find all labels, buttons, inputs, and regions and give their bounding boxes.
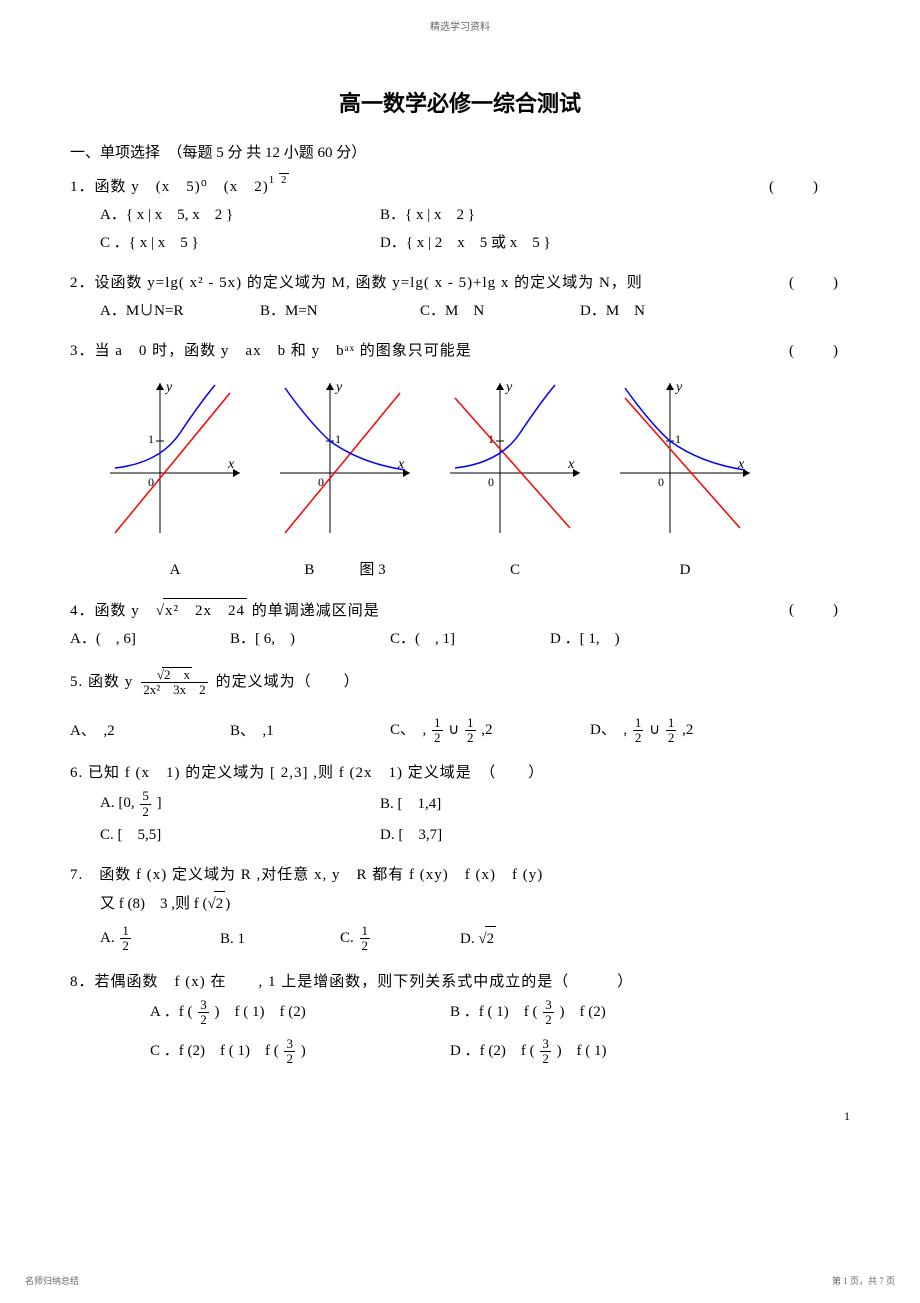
q2-optB: B．M=N <box>260 299 420 323</box>
svg-text:1: 1 <box>148 432 154 446</box>
q2-optD: D．M N <box>580 299 740 323</box>
svg-text:1: 1 <box>675 432 681 446</box>
q6-optD: D. [ 3,7] <box>380 823 660 847</box>
q6-optA: A. [0, 52 ] <box>100 789 380 819</box>
q5-optC: C、 , 12 ∪ 12 ,2 <box>390 716 590 746</box>
svg-text:y: y <box>504 380 513 395</box>
q4-optD: D ．[ 1, ) <box>550 627 710 651</box>
q7-optA: A. 12 <box>100 924 220 954</box>
q6-optB: B. [ 1,4] <box>380 792 660 816</box>
q4-optC: C．( , 1] <box>390 627 550 651</box>
answer-paren: ( ) <box>789 339 850 363</box>
q1-optD: D．{ x | 2 x 5 或 x 5 } <box>380 231 660 255</box>
q2-stem: 2．设函数 y=lg( x² - 5x) 的定义域为 M, 函数 y=lg( x… <box>70 271 643 295</box>
q7-optD: D. √2 <box>460 926 580 951</box>
question-3: 3．当 a 0 时，函数 y ax b 和 y bᵃˣ 的图象只可能是 ( ) … <box>70 339 850 582</box>
svg-text:y: y <box>674 380 683 395</box>
q6-stem: 6. 已知 f (x 1) 的定义域为 [ 2,3] ,则 f (2x 1) 定… <box>70 761 544 785</box>
q2-optC: C．M N <box>420 299 580 323</box>
q1-optA: A．{ x | x 5, x 2 } <box>100 203 380 227</box>
q8-optD: D ．f (2) f ( 32 ) f ( 1) <box>450 1037 607 1067</box>
svg-text:x: x <box>567 457 575 472</box>
plot-A: x y 0 1 <box>100 373 250 543</box>
svg-text:y: y <box>334 380 343 395</box>
q1-optC: C ．{ x | x 5 } <box>100 231 380 255</box>
answer-paren: ( ) <box>789 271 850 295</box>
q1-stem: 1．函数 y (x 5)⁰ (x 2) <box>70 175 269 199</box>
svg-text:0: 0 <box>488 475 494 489</box>
footer-left: 名师归纳总结 <box>25 1274 79 1288</box>
q5-optA: A、 ,2 <box>70 719 230 743</box>
q5-optD: D、 , 12 ∪ 12 ,2 <box>590 716 790 746</box>
footer-right: 第 1 页，共 7 页 <box>832 1274 895 1288</box>
question-8: 8．若偶函数 f (x) 在 , 1 上是增函数，则下列关系式中成立的是（ ） … <box>70 970 850 1067</box>
answer-paren: ( ) <box>789 598 850 622</box>
q3-stem: 3．当 a 0 时，函数 y ax b 和 y bᵃˣ 的图象只可能是 <box>70 339 472 363</box>
q4-stem: 4．函数 y √x² 2x 24 的单调递减区间是 <box>70 598 380 623</box>
q8-optB: B ．f ( 1) f ( 32 ) f (2) <box>450 998 606 1028</box>
question-4: 4．函数 y √x² 2x 24 的单调递减区间是 ( ) A．( , 6] B… <box>70 598 850 651</box>
question-5: 5. 函数 y √2 x 2x² 3x 2 的定义域为（ ） A、 ,2 B、 … <box>70 667 850 745</box>
plot-B: x y 0 1 <box>270 373 420 543</box>
q5-stem-post: 的定义域为（ ） <box>216 670 360 694</box>
plot-D: x y 0 1 <box>610 373 760 543</box>
svg-text:y: y <box>164 380 173 395</box>
svg-text:1: 1 <box>335 432 341 446</box>
plot-C: x y 0 1 <box>440 373 590 543</box>
q8-optA: A ．f ( 32 ) f ( 1) f (2) <box>150 998 450 1028</box>
q5-optB: B、 ,1 <box>230 719 390 743</box>
answer-paren: ( ) <box>769 175 830 199</box>
page-number: 1 <box>70 1107 850 1126</box>
q5-stem-pre: 5. 函数 y <box>70 670 133 694</box>
plot-labels: A B 图 3 C D <box>100 558 760 582</box>
q6-optC: C. [ 5,5] <box>100 823 380 847</box>
svg-text:x: x <box>227 457 235 472</box>
q4-optB: B．[ 6, ) <box>230 627 390 651</box>
q7-optC: C. 12 <box>340 924 460 954</box>
q8-optC: C ．f (2) f ( 1) f ( 32 ) <box>150 1037 450 1067</box>
q7-stem: 7. 函数 f (x) 定义域为 R ,对任意 x, y R 都有 f (xy)… <box>70 863 543 887</box>
section-header: 一、单项选择 （每题 5 分 共 12 小题 60 分） <box>70 141 850 165</box>
q1-optB: B．{ x | x 2 } <box>380 203 660 227</box>
q3-plots: x y 0 1 x y 0 1 x <box>100 373 760 543</box>
q4-optA: A．( , 6] <box>70 627 230 651</box>
question-6: 6. 已知 f (x 1) 的定义域为 [ 2,3] ,则 f (2x 1) 定… <box>70 761 850 847</box>
q8-stem: 8．若偶函数 f (x) 在 , 1 上是增函数，则下列关系式中成立的是（ ） <box>70 970 633 994</box>
question-7: 7. 函数 f (x) 定义域为 R ,对任意 x, y R 都有 f (xy)… <box>70 863 850 954</box>
svg-text:0: 0 <box>658 475 664 489</box>
doc-header: 精选学习资料 <box>70 20 850 36</box>
doc-title: 高一数学必修一综合测试 <box>70 86 850 121</box>
question-1: 1．函数 y (x 5)⁰ (x 2) 1 2 ( ) A．{ x | x 5,… <box>70 175 850 255</box>
q7-optB: B. 1 <box>220 927 340 951</box>
q2-optA: A．M∪N=R <box>100 299 260 323</box>
question-2: 2．设函数 y=lg( x² - 5x) 的定义域为 M, 函数 y=lg( x… <box>70 271 850 323</box>
